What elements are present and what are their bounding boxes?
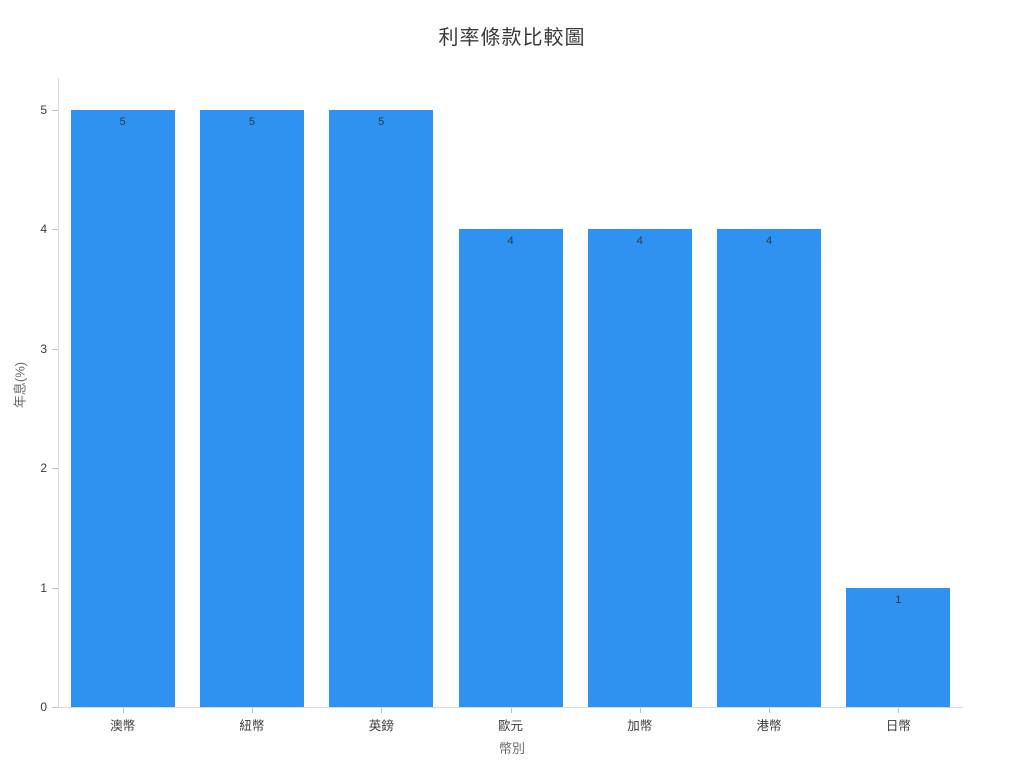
y-tick xyxy=(52,348,58,350)
x-axis-line xyxy=(58,707,963,708)
bar-value-label: 5 xyxy=(119,115,126,128)
y-tick xyxy=(52,587,58,589)
x-tick-label: 歐元 xyxy=(497,719,523,733)
x-tick xyxy=(381,708,383,713)
y-tick-label: 2 xyxy=(40,461,47,475)
x-tick-label: 加幣 xyxy=(627,719,653,733)
bar-value-label: 1 xyxy=(895,593,902,606)
y-tick-label: 0 xyxy=(40,700,47,714)
bar-value-label: 5 xyxy=(378,115,385,128)
y-tick xyxy=(52,707,58,708)
bar xyxy=(329,109,434,707)
y-tick-label: 3 xyxy=(40,341,47,356)
chart-title: 利率條款比較圖 xyxy=(438,27,586,49)
y-tick xyxy=(52,109,58,111)
bar-value-label: 4 xyxy=(766,235,773,247)
x-tick xyxy=(769,708,771,713)
bar xyxy=(587,229,692,707)
x-tick-label: 紐幣 xyxy=(239,719,265,733)
x-tick-label: 日幣 xyxy=(885,719,911,733)
y-axis-line xyxy=(58,78,59,707)
y-tick-label: 1 xyxy=(40,580,47,595)
y-tick xyxy=(52,229,58,230)
bar-value-label: 4 xyxy=(636,235,643,247)
x-tick xyxy=(251,708,253,713)
bar xyxy=(846,587,951,707)
x-axis-title: 幣別 xyxy=(498,741,525,756)
bar xyxy=(717,229,822,707)
y-tick-label: 4 xyxy=(40,222,47,236)
bar xyxy=(458,229,563,707)
bar-value-label: 5 xyxy=(248,115,255,128)
x-tick-label: 港幣 xyxy=(756,719,782,733)
bar-value-label: 4 xyxy=(507,235,514,247)
x-tick-label: 英鎊 xyxy=(368,719,394,733)
x-tick xyxy=(639,708,641,713)
bar xyxy=(199,109,304,707)
y-tick xyxy=(52,468,58,469)
x-tick-label: 澳幣 xyxy=(110,719,136,733)
x-tick xyxy=(122,708,124,713)
y-tick-label: 5 xyxy=(40,102,47,117)
bar xyxy=(70,109,175,707)
x-tick xyxy=(510,708,512,713)
x-tick xyxy=(898,708,900,713)
